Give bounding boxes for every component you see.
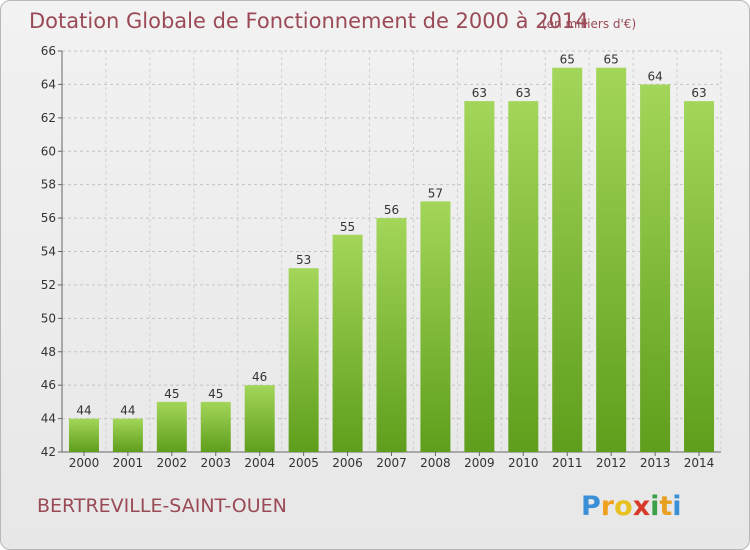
bar-2011: [552, 67, 583, 452]
x-tick-label: 2007: [376, 456, 407, 470]
data-label: 44: [76, 404, 91, 418]
y-tick-label: 62: [41, 111, 56, 125]
data-label: 46: [252, 370, 267, 384]
bar-2005: [288, 268, 319, 452]
y-tick-label: 64: [41, 77, 56, 91]
data-label: 55: [340, 220, 355, 234]
y-tick-label: 46: [41, 378, 56, 392]
bar-2001: [112, 418, 143, 452]
data-label: 65: [604, 53, 619, 67]
bars: [68, 67, 715, 453]
y-tick-label: 48: [41, 345, 56, 359]
x-tick-label: 2008: [420, 456, 451, 470]
chart-unit: (en milliers d'€): [542, 17, 637, 31]
data-label: 44: [120, 404, 135, 418]
y-tick-label: 56: [41, 211, 56, 225]
y-tick-label: 54: [41, 245, 56, 259]
y-tick-label: 42: [41, 445, 56, 459]
x-tick-label: 2006: [332, 456, 363, 470]
bar-2006: [332, 234, 363, 452]
bar-2002: [156, 401, 187, 452]
chart-title: Dotation Globale de Fonctionnement de 20…: [29, 9, 589, 33]
x-tick-label: 2014: [684, 456, 715, 470]
y-tick-label: 66: [41, 44, 56, 58]
bar-2000: [68, 418, 99, 452]
data-label: 45: [164, 387, 179, 401]
logo-letter: o: [614, 491, 633, 522]
bar-2010: [508, 101, 539, 452]
data-label: 65: [560, 53, 575, 67]
bar-2014: [684, 101, 715, 452]
y-tick-label: 58: [41, 178, 56, 192]
logo-letter: i: [672, 491, 682, 522]
logo-letter: P: [581, 491, 601, 522]
y-tick-label: 44: [41, 412, 56, 426]
commune-name: BERTREVILLE-SAINT-OUEN: [37, 495, 287, 517]
proxiti-logo[interactable]: Proxiti: [581, 491, 682, 522]
x-tick-label: 2013: [640, 456, 671, 470]
bar-2003: [200, 401, 231, 452]
bar-2004: [244, 385, 275, 452]
logo-letter: t: [659, 491, 673, 522]
x-tick-label: 2012: [596, 456, 627, 470]
x-tick-label: 2000: [69, 456, 100, 470]
data-label: 45: [208, 387, 223, 401]
data-label: 63: [691, 86, 706, 100]
data-label: 63: [516, 86, 531, 100]
data-label: 57: [428, 186, 443, 200]
x-tick-label: 2011: [552, 456, 583, 470]
x-tick-label: 2002: [157, 456, 188, 470]
x-tick-label: 2005: [288, 456, 319, 470]
logo-letter: i: [650, 491, 660, 522]
x-tick-label: 2004: [244, 456, 275, 470]
y-tick-label: 50: [41, 311, 56, 325]
x-tick-label: 2009: [464, 456, 495, 470]
data-label: 64: [647, 69, 662, 83]
bar-2013: [640, 84, 671, 453]
logo-letter: x: [632, 491, 651, 522]
data-label: 56: [384, 203, 399, 217]
data-labels: 44 44 45 45 46 53 55 56 57 63 63 65 65 64 63: [76, 53, 706, 418]
data-label: 53: [296, 253, 311, 267]
bar-2012: [596, 67, 627, 452]
bar-2007: [376, 218, 407, 452]
data-label: 63: [472, 86, 487, 100]
x-tick-label: 2010: [508, 456, 539, 470]
y-tick-label: 52: [41, 278, 56, 292]
bar-2009: [464, 101, 495, 452]
logo-letter: r: [600, 491, 615, 522]
bar-2008: [420, 201, 451, 452]
x-tick-label: 2003: [200, 456, 231, 470]
x-tick-label: 2001: [113, 456, 144, 470]
y-tick-label: 60: [41, 144, 56, 158]
